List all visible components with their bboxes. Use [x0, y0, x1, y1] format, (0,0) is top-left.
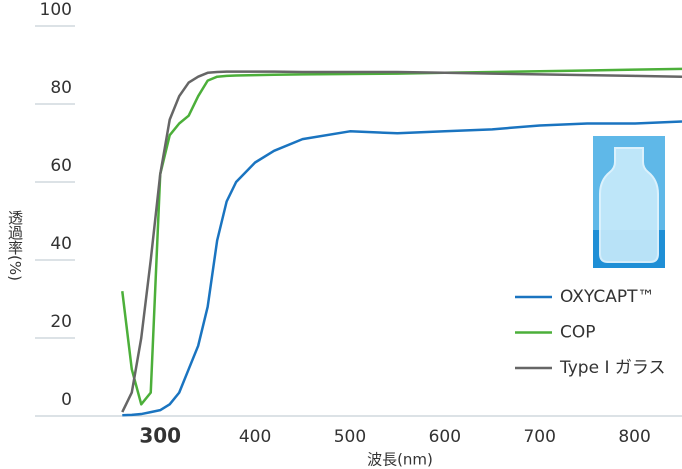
y-axis-title: 透過率(%): [6, 210, 24, 281]
series-line: [122, 120, 682, 417]
vial-photo: [593, 136, 665, 268]
y-tick-label: 60: [50, 156, 72, 176]
x-tick-label: 300: [139, 424, 181, 448]
y-tick-label: 20: [50, 312, 72, 332]
y-tick-label: 100: [40, 0, 72, 20]
legend-label: OXYCAPT™: [560, 287, 655, 307]
x-tick-label: 600: [429, 427, 461, 447]
y-tick-label: 40: [50, 234, 72, 254]
x-tick-label: 800: [618, 427, 650, 447]
y-tick-label: 80: [50, 78, 72, 98]
legend-label: Type Ⅰ ガラス: [559, 358, 666, 378]
legend-label: COP: [560, 323, 596, 343]
x-axis-title: 波長(nm): [367, 451, 433, 469]
y-tick-label: 0: [61, 390, 72, 410]
x-tick-label: 500: [334, 427, 366, 447]
x-tick-label: 400: [239, 427, 271, 447]
x-tick-label: 700: [523, 427, 555, 447]
series-line: [121, 67, 682, 406]
series-line: [121, 70, 682, 413]
